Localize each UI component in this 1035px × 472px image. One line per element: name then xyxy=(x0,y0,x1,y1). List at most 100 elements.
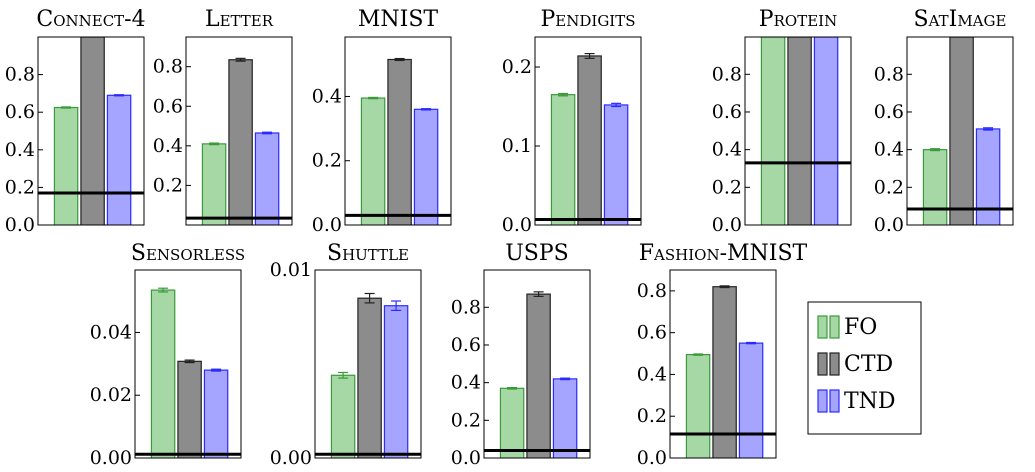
legend-swatch xyxy=(817,315,828,339)
legend-item-fo: FO xyxy=(817,315,877,340)
y-tick-label: 0.8 xyxy=(5,64,35,86)
bar-ctd xyxy=(387,58,412,225)
bar-ctd xyxy=(357,297,382,458)
bar-tnd xyxy=(603,104,629,225)
bars xyxy=(53,37,132,225)
y-tick-label: 0.2 xyxy=(502,56,532,78)
chart-panel-connect-4: Connect-4 0.0 0.2 0.4 0.6 0.8 xyxy=(5,7,146,236)
legend-swatch xyxy=(829,352,840,376)
y-tick-label: 0.0 xyxy=(312,214,342,236)
y-tick-label: 0.00 xyxy=(270,447,312,469)
panel-title: Sensorless xyxy=(131,241,245,266)
bars xyxy=(360,57,439,225)
bar-ctd xyxy=(787,37,812,225)
y-tick-label: 0.4 xyxy=(712,139,742,161)
bar-fo xyxy=(53,106,79,225)
y-tick-label: 0.0 xyxy=(712,214,742,236)
y-tick-label: 0.8 xyxy=(712,63,742,85)
y-tick-label: 0.0 xyxy=(5,214,35,236)
bars xyxy=(685,285,764,458)
legend-item-ctd: CTD xyxy=(817,352,893,377)
y-tick-label: 0.4 xyxy=(5,139,35,161)
bar-tnd xyxy=(552,378,578,458)
error-bar-tnd xyxy=(211,368,222,372)
legend-swatch xyxy=(829,315,840,339)
bar-tnd xyxy=(106,94,132,225)
plot-frame xyxy=(906,36,1014,226)
y-tick-label: 0.6 xyxy=(712,101,742,123)
error-bar-ctd xyxy=(394,57,405,62)
plot-frame xyxy=(344,36,452,226)
legend-label: FO xyxy=(844,315,877,340)
chart-panel-letter: Letter 0.2 0.4 0.6 0.8 xyxy=(153,7,293,226)
chart-panels: Connect-4 0.0 0.2 0.4 0.6 0.8 Letter 0.2 0.4 0.6 0… xyxy=(5,7,1014,469)
y-tick-label: 0.4 xyxy=(874,139,904,161)
error-bar-ctd xyxy=(184,359,195,364)
y-tick-label: 0.2 xyxy=(451,409,481,431)
legend-label: TND xyxy=(844,389,896,414)
error-bar-fo xyxy=(209,142,220,146)
error-bar-tnd xyxy=(421,108,432,111)
bar-ctd xyxy=(949,37,974,225)
panel-title: Shuttle xyxy=(327,241,409,266)
panel-title: Pendigits xyxy=(540,7,635,32)
plot-frame xyxy=(314,269,422,459)
bar-ctd xyxy=(177,360,202,458)
bar-fo xyxy=(360,97,386,225)
panel-title: Fashion-MNIST xyxy=(639,241,808,266)
bar-ctd xyxy=(577,55,602,225)
y-tick-label: 0.4 xyxy=(451,372,481,394)
error-bar-tnd xyxy=(391,300,402,312)
legend-swatch xyxy=(817,389,828,413)
error-bar-ctd xyxy=(584,52,595,59)
y-tick-label: 0.2 xyxy=(5,176,35,198)
error-bar-tnd xyxy=(114,94,125,97)
plot-frame xyxy=(669,269,777,459)
y-tick-label: 0.8 xyxy=(451,296,481,318)
error-bar-fo xyxy=(558,92,569,97)
error-bar-fo xyxy=(338,371,349,379)
y-tick-label: 0.2 xyxy=(637,405,667,427)
plot-frame xyxy=(185,36,293,226)
y-tick-label: 0.4 xyxy=(153,135,183,157)
chart-panel-mnist: MNIST 0.0 0.2 0.4 xyxy=(312,7,452,236)
y-tick-label: 0.4 xyxy=(637,363,667,385)
y-tick-label: 0.4 xyxy=(312,85,342,107)
y-tick-label: 0.0 xyxy=(451,447,481,469)
bar-fo xyxy=(550,94,576,225)
error-bar-fo xyxy=(693,353,704,356)
error-bar-tnd xyxy=(262,131,273,135)
bar-tnd xyxy=(203,369,229,458)
y-tick-label: 0.0 xyxy=(637,447,667,469)
y-tick-label: 0.8 xyxy=(874,63,904,85)
bar-tnd xyxy=(413,108,439,225)
bar-fo xyxy=(330,374,356,458)
y-tick-label: 0.6 xyxy=(451,334,481,356)
plot-frame xyxy=(744,36,852,226)
legend-label: CTD xyxy=(844,352,893,377)
error-bar-ctd xyxy=(235,57,246,62)
bar-ctd xyxy=(526,293,551,458)
bars xyxy=(201,57,280,225)
error-bar-fo xyxy=(930,148,941,152)
y-tick-label: 0.0 xyxy=(502,214,532,236)
chart-panel-protein: Protein 0.0 0.2 0.4 0.6 0.8 xyxy=(712,7,852,236)
error-bar-tnd xyxy=(983,127,994,131)
panel-title: USPS xyxy=(505,241,569,266)
y-tick-label: 0.04 xyxy=(90,321,132,343)
bar-fo xyxy=(201,143,227,225)
legend-swatch xyxy=(829,389,840,413)
error-bar-fo xyxy=(61,106,72,109)
panel-title: Protein xyxy=(759,7,837,32)
y-tick-label: 0.6 xyxy=(874,101,904,123)
bars xyxy=(330,292,409,458)
bar-ctd xyxy=(80,37,105,225)
y-tick-label: 0.6 xyxy=(5,101,35,123)
y-tick-label: 0.8 xyxy=(153,56,183,78)
legend-item-tnd: TND xyxy=(817,389,896,414)
y-tick-label: 0.2 xyxy=(712,176,742,198)
chart-panel-usps: USPS 0.0 0.2 0.4 0.6 0.8 xyxy=(451,241,591,469)
legend-swatch xyxy=(817,352,828,376)
plot-frame xyxy=(37,36,145,226)
